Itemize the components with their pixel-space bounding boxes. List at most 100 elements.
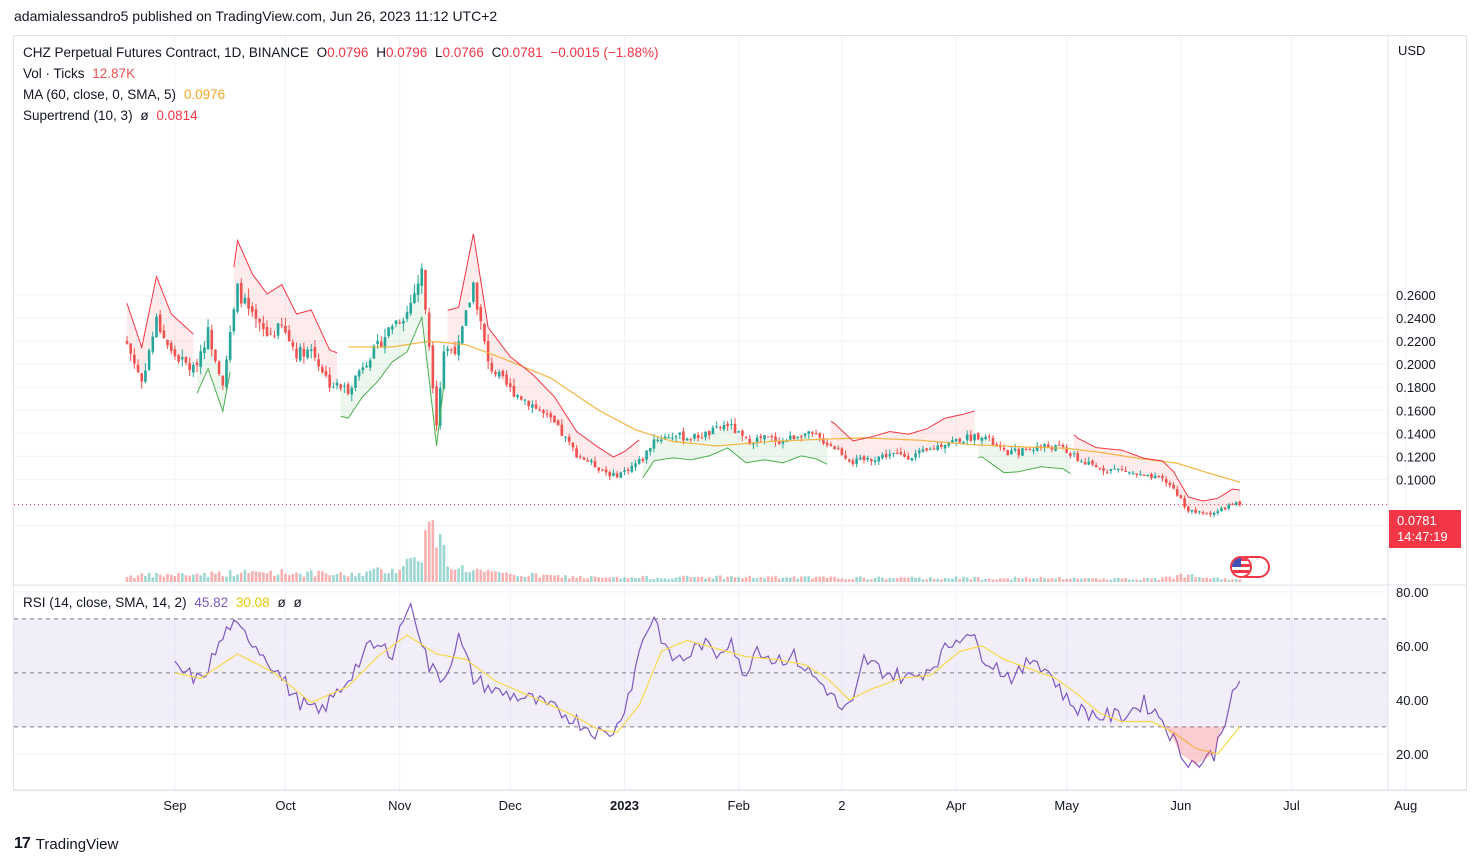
candle-body	[737, 431, 741, 433]
volume-bar	[129, 575, 132, 582]
volume-bar	[247, 573, 250, 582]
candle-body	[715, 426, 718, 428]
volume-bar	[284, 573, 287, 582]
candle-body	[1238, 501, 1242, 505]
candle-body	[1124, 470, 1127, 472]
candle-body	[991, 437, 995, 445]
candle-body	[195, 362, 199, 366]
volume-bar	[280, 569, 284, 582]
candle-body	[365, 365, 368, 368]
supertrend-value: 0.0814	[156, 108, 198, 123]
volume-bar	[685, 575, 689, 582]
volume-bar	[1113, 578, 1116, 582]
symbol-title[interactable]: CHZ Perpetual Futures Contract, 1D, BINA…	[23, 45, 309, 60]
candle-body	[461, 326, 464, 344]
volume-bar	[438, 534, 442, 582]
volume-bar	[895, 578, 899, 582]
volume-bar	[748, 575, 752, 582]
candle-body	[803, 433, 807, 436]
candle-body	[180, 357, 184, 360]
volume-bar	[667, 579, 670, 582]
candle-body	[376, 340, 379, 344]
candle-body	[254, 309, 258, 319]
candle-body	[781, 440, 785, 444]
candle-body	[951, 440, 954, 443]
candle-body	[372, 345, 376, 359]
volume-bar	[774, 575, 777, 582]
volume-label[interactable]: Vol · Ticks	[23, 66, 85, 81]
candle-body	[682, 431, 685, 441]
rsi-label[interactable]: RSI (14, close, SMA, 14, 2)	[23, 595, 187, 610]
volume-bar	[575, 577, 578, 582]
supertrend-fill	[830, 410, 975, 463]
volume-bar	[689, 577, 693, 582]
volume-bar	[1039, 576, 1043, 582]
candle-body	[1094, 465, 1098, 468]
candle-body	[133, 354, 136, 364]
volume-bar	[317, 570, 320, 582]
candle-body	[1179, 495, 1183, 499]
time-tick-label: Apr	[946, 798, 967, 813]
volume-bar	[232, 576, 236, 582]
volume-bar	[1120, 578, 1124, 582]
candle-body	[405, 312, 409, 319]
volume-bar	[387, 573, 390, 582]
volume-bar	[427, 521, 431, 582]
candle-body	[1076, 453, 1080, 462]
candle-body	[313, 347, 317, 358]
candle-body	[383, 337, 387, 349]
candle-body	[766, 436, 770, 438]
candle-body	[995, 444, 998, 446]
volume-bar	[1116, 577, 1120, 582]
candle-body	[789, 435, 792, 440]
candle-body	[899, 452, 903, 455]
candle-body	[586, 460, 589, 462]
close-label: C	[491, 45, 502, 60]
ma-label[interactable]: MA (60, close, 0, SMA, 5)	[23, 87, 177, 102]
volume-bar	[497, 572, 501, 582]
volume-bar	[1028, 578, 1032, 582]
time-tick-label: Nov	[388, 798, 412, 813]
candle-body	[847, 459, 851, 462]
volume-bar	[357, 573, 361, 582]
supertrend-label[interactable]: Supertrend (10, 3)	[23, 108, 133, 123]
volume-bar	[1128, 579, 1131, 582]
volume-bar	[265, 573, 269, 582]
candle-body	[976, 433, 980, 440]
volume-bar	[718, 575, 722, 582]
volume-bar	[409, 557, 413, 582]
volume-bar	[287, 575, 291, 582]
candle-body	[446, 348, 449, 352]
volume-bar	[696, 577, 700, 582]
volume-bar	[475, 568, 479, 582]
candle-body	[442, 351, 446, 389]
footer-brand[interactable]: TradingView	[35, 835, 119, 853]
volume-bar	[1209, 578, 1212, 582]
high-value: 0.0796	[385, 45, 428, 60]
candle-body	[593, 461, 597, 468]
volume-bar	[519, 576, 523, 582]
candle-body	[497, 371, 501, 377]
volume-bar	[682, 575, 685, 582]
candle-body	[608, 471, 612, 477]
volume-bar	[940, 579, 943, 582]
volume-bar	[951, 578, 954, 582]
volume-bar	[825, 577, 829, 582]
candle-body	[741, 430, 744, 436]
candle-body	[262, 322, 265, 330]
volume-bar	[593, 576, 597, 582]
volume-bar	[752, 577, 755, 582]
candle-body	[140, 373, 144, 382]
candle-body	[232, 309, 236, 332]
volume-bar	[590, 576, 593, 582]
volume-bar	[188, 575, 191, 582]
candle-body	[818, 433, 822, 438]
change-value: −0.0015 (−1.88%)	[550, 45, 659, 60]
volume-bar	[368, 570, 372, 582]
tradingview-logo-icon[interactable]: 17	[14, 835, 31, 852]
volume-bar	[637, 577, 641, 582]
candle-body	[464, 310, 468, 326]
rsi-legend: RSI (14, close, SMA, 14, 2) 45.82 30.08 …	[23, 595, 306, 610]
time-tick-label: 2	[838, 798, 845, 813]
